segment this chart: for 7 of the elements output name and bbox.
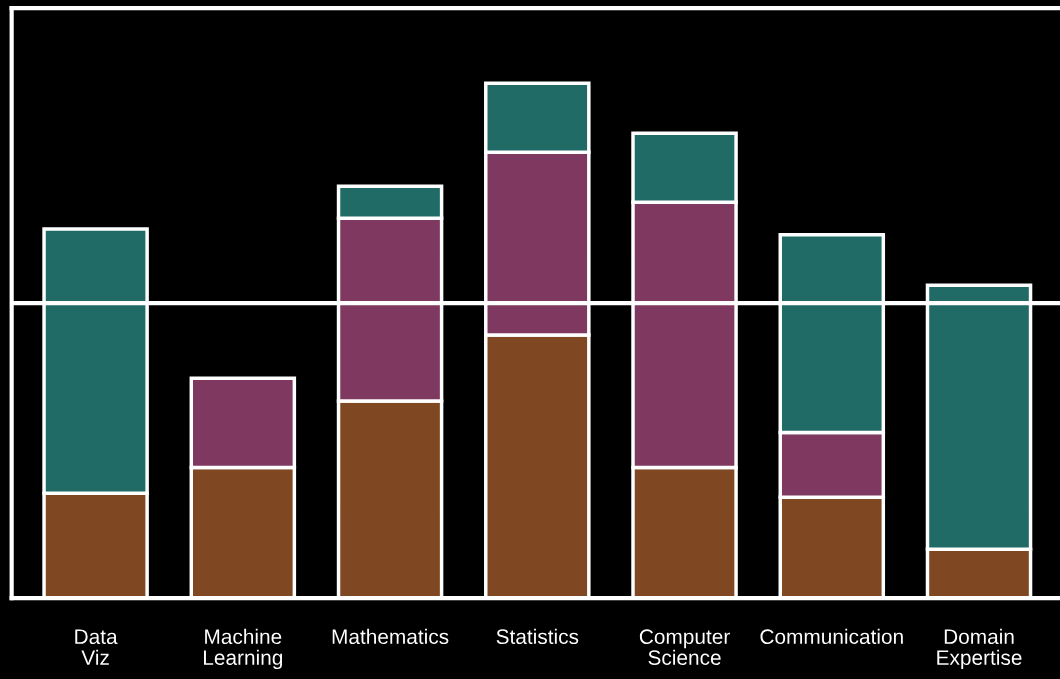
- x-tick-label: Machine Learning: [204, 628, 283, 670]
- x-tick-label: Statistics: [496, 628, 579, 645]
- x-tick-label: Domain Expertise: [937, 628, 1022, 670]
- x-tick-label: Communication: [760, 628, 903, 645]
- x-tick-label: Mathematics: [332, 628, 449, 645]
- x-tick-label: Computer Science: [639, 629, 730, 665]
- x-tick-label: Data Viz: [75, 629, 118, 665]
